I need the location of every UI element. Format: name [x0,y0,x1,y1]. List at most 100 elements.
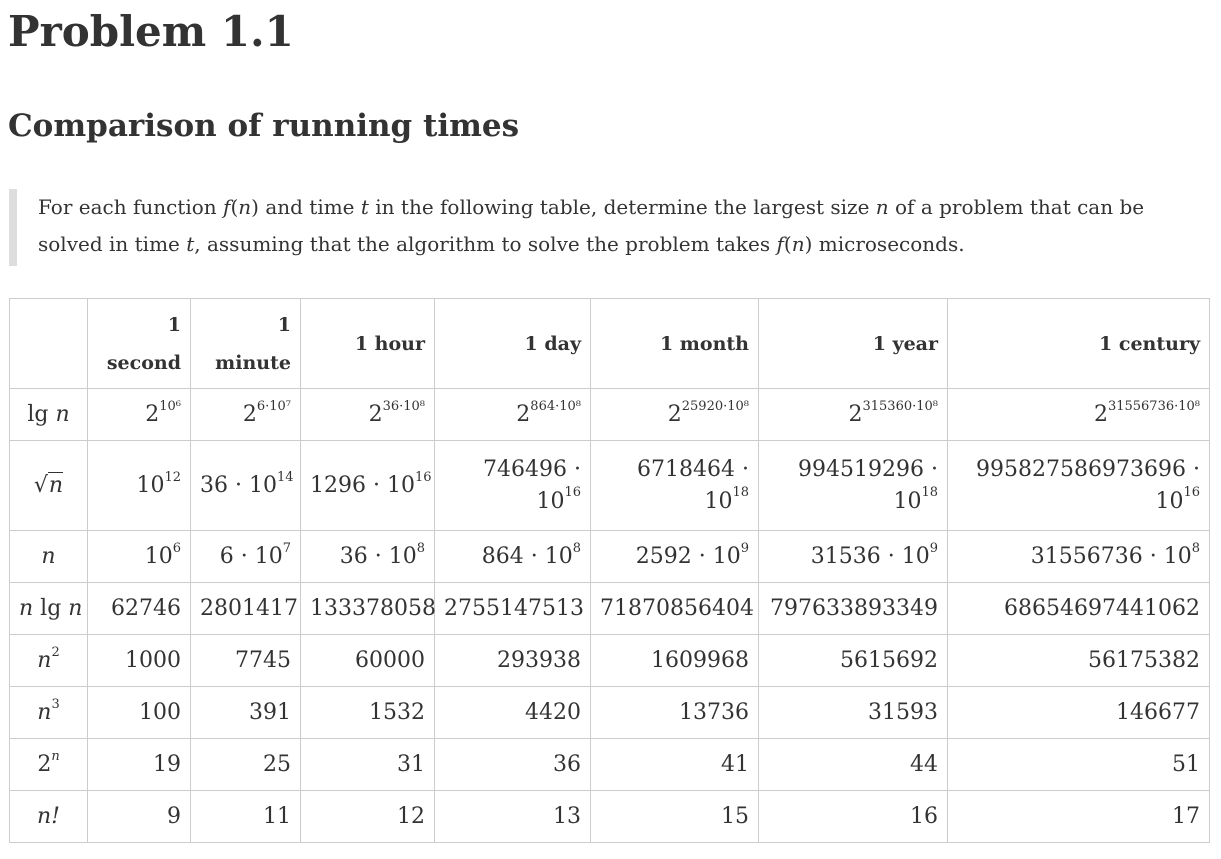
table-cell: 1296 · 1016 [300,440,435,531]
table-row: n3 100 391 1532 4420 13736 31593 146677 [9,686,1210,739]
table-cell: 6 · 107 [190,530,301,583]
table-row: 2n 19 25 31 36 41 44 51 [9,738,1210,791]
statement-text: microseconds. [818,232,965,256]
table-cell: 51 [947,738,1210,791]
table-cell: 2592 · 109 [590,530,759,583]
table-cell: 56175382 [947,634,1210,687]
table-cell: 31593 [758,686,948,739]
table-cell: 12 [300,790,435,843]
statement-text: , assuming that the algorithm to solve t… [194,232,771,256]
table-row: lg n 210⁶ 26·10⁷ 236·10⁸ 2864·10⁸ 225920… [9,388,1210,441]
row-function: n lg n [9,582,88,635]
table-cell: 746496 · 1016 [434,440,591,531]
table-cell: 5615692 [758,634,948,687]
table-cell: 31556736 · 108 [947,530,1210,583]
math-t: t [186,232,195,256]
table-cell: 26·10⁷ [190,388,301,441]
table-cell: 25 [190,738,301,791]
table-cell: 71870856404 [590,582,759,635]
table-cell: 68654697441062 [947,582,1210,635]
table-cell: 13736 [590,686,759,739]
table-cell: 100 [87,686,191,739]
statement-line-1: For each function f(n) and time t in the… [38,189,1214,226]
table-cell: 36 · 1014 [190,440,301,531]
table-cell: 44 [758,738,948,791]
table-cell: 19 [87,738,191,791]
table-cell: 225920·10⁸ [590,388,759,441]
table-cell: 15 [590,790,759,843]
row-function: n2 [9,634,88,687]
table-cell: 36 · 108 [300,530,435,583]
table-cell: 7745 [190,634,301,687]
table-cell: 231556736·10⁸ [947,388,1210,441]
table-row: n 106 6 · 107 36 · 108 864 · 108 2592 · … [9,530,1210,583]
problem-statement: For each function f(n) and time t in the… [9,189,1214,266]
table-cell: 11 [190,790,301,843]
col-header-hour: 1 hour [300,298,435,389]
table-cell: 391 [190,686,301,739]
table-cell: 36 [434,738,591,791]
table-cell: 16 [758,790,948,843]
row-function: 2n [9,738,88,791]
table-cell: 293938 [434,634,591,687]
statement-text: and time [265,195,355,219]
table-cell: 60000 [300,634,435,687]
table-cell: 2864·10⁸ [434,388,591,441]
page-title: Problem 1.1 [8,7,294,56]
row-function: n [9,530,88,583]
col-header-day: 1 day [434,298,591,389]
table-cell: 236·10⁸ [300,388,435,441]
table-cell: 146677 [947,686,1210,739]
section-heading: Comparison of running times [8,108,520,144]
statement-text: of a problem that can be [895,195,1145,219]
table-cell: 17 [947,790,1210,843]
table-cell: 2315360·10⁸ [758,388,948,441]
row-function: lg n [9,388,88,441]
row-function: n! [9,790,88,843]
statement-text: solved in time [38,232,180,256]
table-cell: 9 [87,790,191,843]
math-n: n [875,195,889,219]
corner-cell [9,298,88,389]
col-header-second: 1 second [87,298,191,389]
table-row: n! 9 11 12 13 15 16 17 [9,790,1210,843]
running-times-table: 1 second 1 minute 1 hour 1 day 1 month 1… [9,298,1210,843]
table-cell: 797633893349 [758,582,948,635]
table-cell: 13 [434,790,591,843]
row-function: n3 [9,686,88,739]
table-cell: 62746 [87,582,191,635]
math-f: f(n) [223,195,259,219]
table-cell: 31 [300,738,435,791]
col-header-century: 1 century [947,298,1210,389]
table-cell: 6718464 · 1018 [590,440,759,531]
table-cell: 864 · 108 [434,530,591,583]
statement-line-2: solved in time t, assuming that the algo… [38,226,1214,263]
col-header-minute: 1 minute [190,298,301,389]
table-cell: 1609968 [590,634,759,687]
table-cell: 2801417 [190,582,301,635]
table-row: n2 1000 7745 60000 293938 1609968 561569… [9,634,1210,687]
table-cell: 995827586973696 · 1016 [947,440,1210,531]
table-cell: 1012 [87,440,191,531]
col-header-month: 1 month [590,298,759,389]
table-cell: 1532 [300,686,435,739]
table-cell: 994519296 · 1018 [758,440,948,531]
math-t: t [360,195,369,219]
table-cell: 106 [87,530,191,583]
table-cell: 133378058 [300,582,436,635]
table-cell: 41 [590,738,759,791]
header-row: 1 second 1 minute 1 hour 1 day 1 month 1… [9,298,1210,389]
table-cell: 1000 [87,634,191,687]
statement-text: For each function [38,195,217,219]
table-cell: 210⁶ [87,388,191,441]
table-row: n lg n 62746 2801417 133378058 275514751… [9,582,1210,635]
table-cell: 31536 · 109 [758,530,948,583]
statement-text: in the following table, determine the la… [375,195,870,219]
table-cell: 2755147513 [434,582,591,635]
table-row: √n 1012 36 · 1014 1296 · 1016 746496 · 1… [9,440,1210,531]
col-header-year: 1 year [758,298,948,389]
table-cell: 4420 [434,686,591,739]
math-f: f(n) [776,232,813,256]
row-function-sqrt: √n [9,440,88,531]
